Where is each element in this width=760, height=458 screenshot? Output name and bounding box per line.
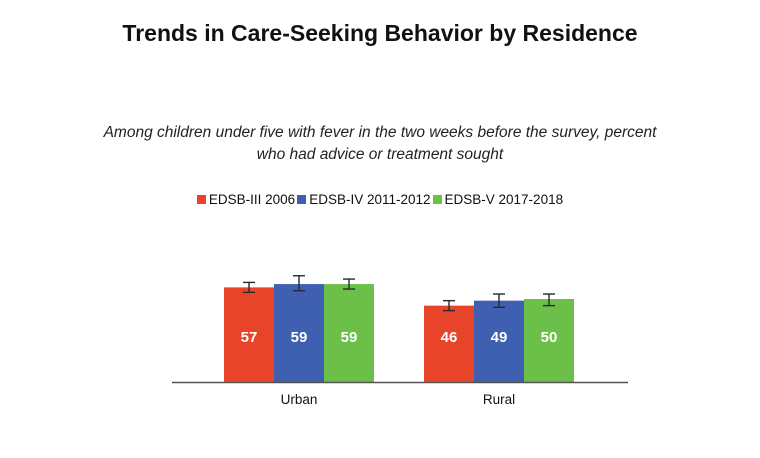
error-bar-rural-edsb-iii-2006 xyxy=(443,299,455,312)
error-bar-rural-edsb-iv-2011-2012 xyxy=(493,293,505,308)
bar-urban-edsb-iv-2011-2012 xyxy=(274,284,324,382)
legend-label-edsb-v: EDSB-V 2017-2018 xyxy=(444,192,564,207)
bar-urban-edsb-v-2017-2018 xyxy=(324,284,374,382)
error-bar-urban-edsb-v-2017-2018 xyxy=(343,278,355,290)
bar-urban-edsb-iii-2006 xyxy=(224,287,274,382)
bar-value-label-rural-edsb-iii-2006: 46 xyxy=(441,329,458,346)
legend-swatch-edsb-iv xyxy=(297,195,307,204)
legend-swatch-edsb-iii xyxy=(196,195,206,204)
chart-title: Trends in Care-Seeking Behavior by Resid… xyxy=(122,20,638,46)
x-tick-label-urban: Urban xyxy=(281,392,318,407)
bar-value-label-rural-edsb-v-2017-2018: 50 xyxy=(541,329,558,346)
bar-value-label-urban-edsb-iii-2006: 57 xyxy=(241,329,258,346)
error-bar-rural-edsb-v-2017-2018 xyxy=(543,293,555,307)
legend-item-edsb-v: EDSB-V 2017-2018 xyxy=(432,192,564,207)
legend: EDSB-III 2006 EDSB-IV 2011-2012 EDSB-V 2… xyxy=(0,192,760,207)
legend-label-edsb-iv: EDSB-IV 2011-2012 xyxy=(309,192,431,207)
legend-item-edsb-iv: EDSB-IV 2011-2012 xyxy=(297,192,431,207)
bar-value-label-rural-edsb-iv-2011-2012: 49 xyxy=(491,329,508,346)
error-bar-urban-edsb-iii-2006 xyxy=(243,281,255,294)
bar-value-label-urban-edsb-iv-2011-2012: 59 xyxy=(291,329,308,346)
bar-rural-edsb-iv-2011-2012 xyxy=(474,300,524,382)
error-bar-urban-edsb-iv-2011-2012 xyxy=(293,275,305,292)
bar-value-label-urban-edsb-v-2017-2018: 59 xyxy=(341,329,358,346)
chart-subtitle: Among children under five with fever in … xyxy=(103,124,657,163)
x-tick-label-rural: Rural xyxy=(483,392,515,407)
legend-item-edsb-iii: EDSB-III 2006 xyxy=(196,192,296,207)
bar-rural-edsb-v-2017-2018 xyxy=(524,299,574,382)
legend-label-edsb-iii: EDSB-III 2006 xyxy=(208,192,296,207)
legend-swatch-edsb-v xyxy=(432,195,442,204)
bar-rural-edsb-iii-2006 xyxy=(424,305,474,382)
